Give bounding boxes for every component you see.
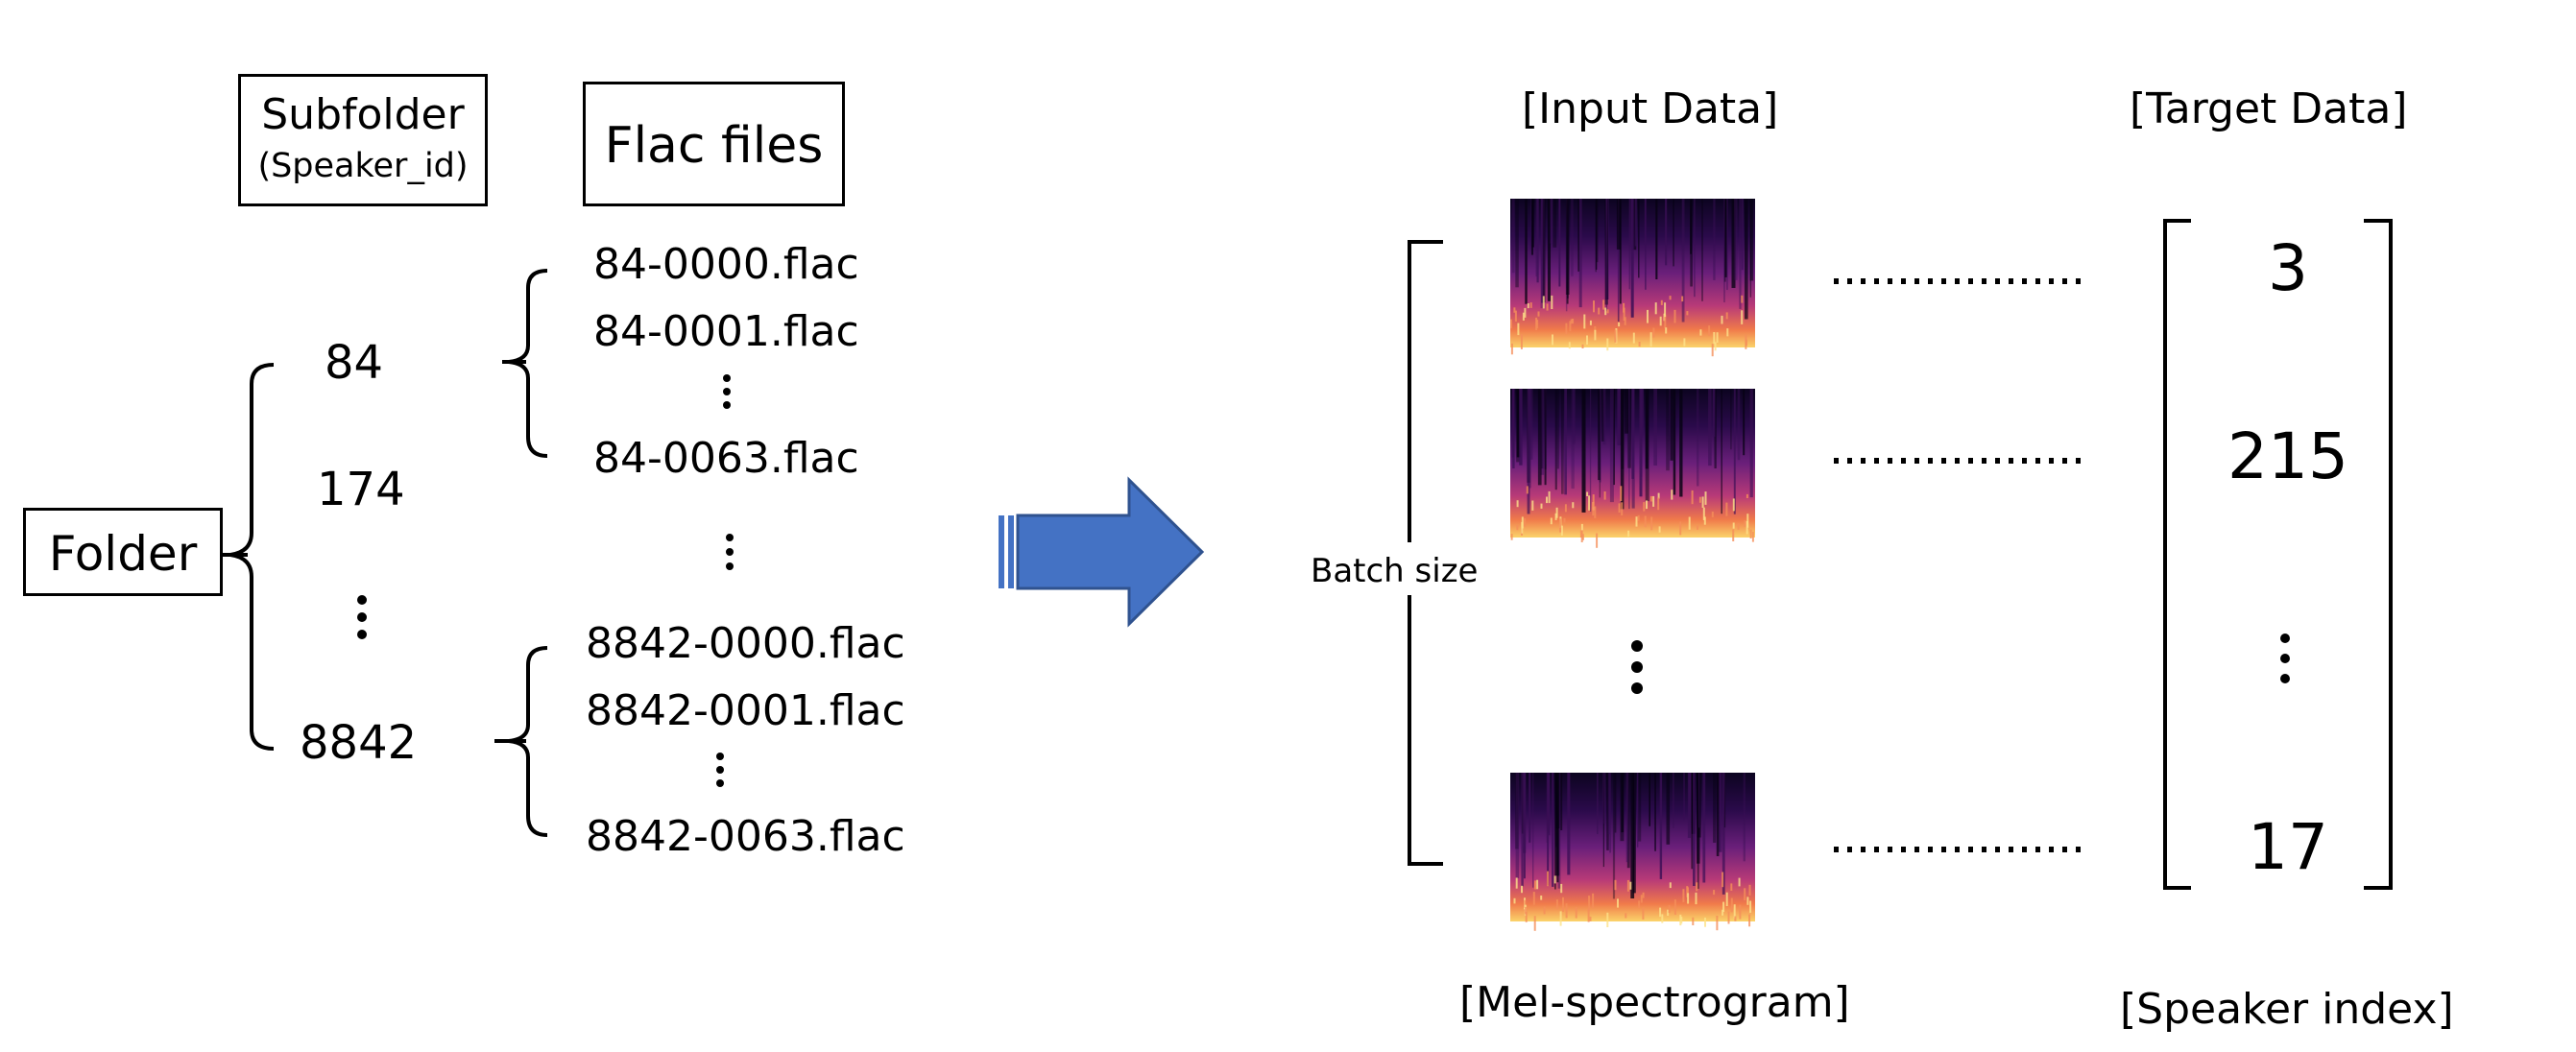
flac-file: 84-0000.flac (593, 240, 859, 289)
subfolder-title: Subfolder (261, 90, 465, 139)
target-data-header: [Target Data] (2130, 84, 2408, 133)
speaker-id-8842: 8842 (300, 716, 418, 770)
flac-file: 8842-0000.flac (586, 619, 905, 668)
flac-file: 8842-0063.flac (586, 812, 905, 861)
flac-file: 84-0001.flac (593, 307, 859, 356)
vertical-ellipsis-icon (357, 595, 367, 639)
target-value: 17 (2248, 810, 2328, 884)
batch-bracket (1408, 240, 1443, 866)
mel-spectrogram-2 (1510, 389, 1755, 548)
vertical-ellipsis-icon (726, 534, 734, 570)
flac-file: 8842-0001.flac (586, 686, 905, 735)
subfolder-subtitle: (Speaker_id) (257, 147, 469, 185)
target-value: 3 (2268, 231, 2308, 305)
right-arrow-icon (999, 476, 1205, 628)
flac-header-box: Flac files (583, 82, 845, 206)
folder-label: Folder (48, 526, 198, 582)
mel-spectrogram-caption: [Mel-spectrogram] (1459, 978, 1850, 1027)
mel-spectrogram-1 (1510, 199, 1755, 357)
vertical-ellipsis-icon (1631, 640, 1643, 694)
target-right-bracket (2364, 219, 2393, 890)
subfolder-header-box: Subfolder (Speaker_id) (238, 74, 488, 206)
speaker-id-84: 84 (325, 336, 384, 390)
batch-size-label: Batch size (1311, 552, 1479, 590)
flac-header: Flac files (604, 117, 824, 175)
vertical-ellipsis-icon (723, 374, 731, 409)
folder-box: Folder (23, 508, 223, 596)
mel-spectrogram-3 (1510, 773, 1755, 931)
input-data-header: [Input Data] (1522, 84, 1779, 133)
speaker-id-174: 174 (317, 463, 405, 516)
flac-file: 84-0063.flac (593, 434, 859, 483)
target-value: 215 (2227, 419, 2348, 493)
vertical-ellipsis-icon (716, 753, 724, 787)
target-left-bracket (2163, 219, 2191, 890)
speaker-index-caption: [Speaker index] (2120, 985, 2454, 1034)
vertical-ellipsis-icon (2280, 634, 2290, 683)
